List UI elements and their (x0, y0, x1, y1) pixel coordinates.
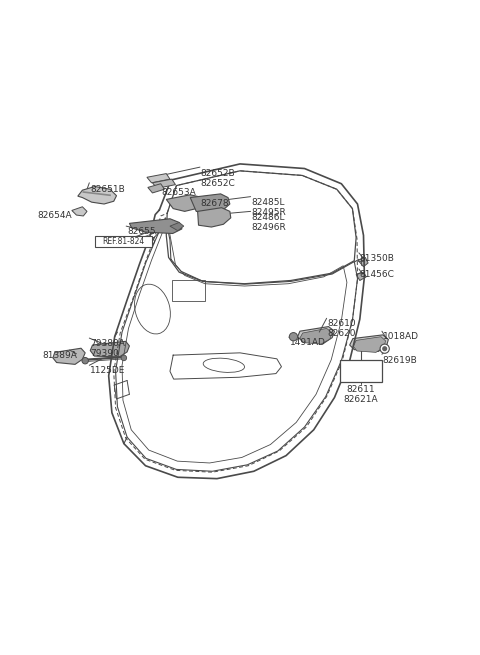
Text: REF.81-824: REF.81-824 (102, 237, 144, 246)
Polygon shape (298, 327, 335, 343)
Text: 82619B: 82619B (383, 356, 418, 365)
Text: 82654A: 82654A (37, 212, 72, 220)
Text: 82678: 82678 (201, 199, 229, 208)
FancyBboxPatch shape (340, 360, 382, 382)
Polygon shape (358, 257, 368, 267)
Polygon shape (130, 219, 182, 233)
Text: 81456C: 81456C (360, 271, 395, 280)
Text: 82610
82620: 82610 82620 (327, 319, 356, 338)
Polygon shape (190, 194, 230, 214)
Polygon shape (147, 174, 170, 183)
Text: 1491AD: 1491AD (290, 337, 325, 346)
Polygon shape (300, 328, 332, 344)
Polygon shape (349, 335, 388, 352)
Text: 81389A: 81389A (43, 350, 78, 360)
Text: 79380A
79390: 79380A 79390 (90, 339, 125, 358)
Text: 1125DE: 1125DE (90, 366, 126, 375)
Text: 82611
82621A: 82611 82621A (343, 384, 378, 403)
Polygon shape (356, 272, 366, 280)
Text: 81350B: 81350B (360, 253, 395, 263)
Circle shape (82, 358, 88, 364)
Polygon shape (53, 348, 85, 364)
Polygon shape (72, 207, 87, 216)
Text: 1018AD: 1018AD (383, 332, 419, 341)
FancyBboxPatch shape (96, 236, 152, 247)
Polygon shape (353, 337, 385, 352)
Circle shape (383, 347, 386, 350)
Text: 82655
82665: 82655 82665 (127, 227, 156, 246)
Polygon shape (166, 195, 201, 212)
Polygon shape (148, 184, 165, 193)
Text: 82652B
82652C: 82652B 82652C (201, 168, 236, 187)
Text: 82485L
82495R: 82485L 82495R (252, 198, 286, 217)
Circle shape (289, 333, 298, 341)
Polygon shape (153, 179, 176, 189)
Text: 82653A: 82653A (162, 189, 196, 197)
Polygon shape (170, 223, 184, 231)
Polygon shape (90, 341, 130, 357)
Polygon shape (198, 208, 231, 227)
Text: 82651B: 82651B (90, 185, 125, 194)
Circle shape (121, 355, 127, 361)
Text: 82486L
82496R: 82486L 82496R (252, 214, 286, 233)
Polygon shape (78, 187, 117, 204)
Circle shape (380, 344, 389, 353)
